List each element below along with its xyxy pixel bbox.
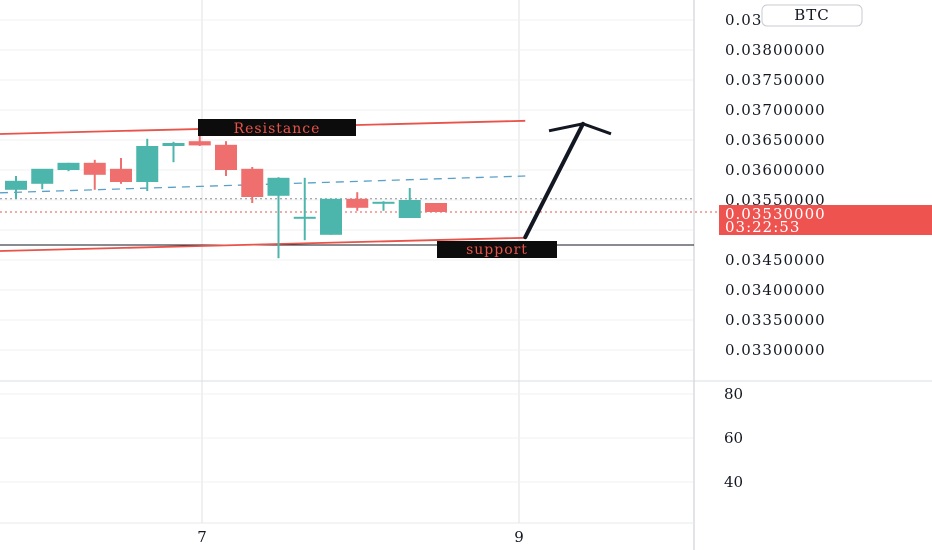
price-tick-label: 0.03700000 bbox=[725, 101, 826, 119]
candle bbox=[215, 141, 237, 176]
time-tick-label: 9 bbox=[514, 528, 524, 546]
resistance-label-text: Resistance bbox=[234, 121, 321, 137]
price-tick-label: 0.03350000 bbox=[725, 311, 826, 329]
candle bbox=[241, 167, 264, 203]
candle-body bbox=[31, 168, 54, 184]
support-trendline[interactable] bbox=[0, 236, 526, 252]
price-tick-label: 0.03300000 bbox=[725, 341, 826, 359]
candle-body bbox=[267, 177, 290, 196]
price-tick-label: 0.03450000 bbox=[725, 251, 826, 269]
time-grid bbox=[201, 0, 520, 523]
candle-body bbox=[162, 143, 185, 146]
oscillator-tick-label: 80 bbox=[724, 385, 743, 403]
candle bbox=[57, 162, 80, 172]
time-tick-label: 7 bbox=[197, 528, 207, 546]
candle-body bbox=[320, 198, 342, 235]
oscillator-tick-label: 40 bbox=[724, 473, 743, 491]
candle-body bbox=[57, 162, 80, 170]
candle-body bbox=[346, 198, 369, 208]
resistance-label[interactable]: Resistance bbox=[198, 119, 356, 137]
candles bbox=[5, 131, 447, 259]
candle bbox=[31, 168, 54, 190]
symbol-badge-text: BTC bbox=[794, 6, 830, 24]
price-tick-label: 0.03650000 bbox=[725, 131, 826, 149]
candle-body bbox=[110, 168, 132, 182]
price-grid bbox=[0, 19, 694, 351]
candle bbox=[346, 192, 369, 211]
candle bbox=[267, 177, 290, 259]
candle bbox=[136, 138, 159, 191]
candle bbox=[110, 158, 132, 184]
up-arrow-drawing[interactable] bbox=[523, 121, 612, 240]
candle-body bbox=[241, 168, 264, 197]
candle-body bbox=[5, 180, 27, 190]
candle bbox=[83, 159, 106, 190]
price-axis[interactable]: 0.038500000.038000000.037500000.03700000… bbox=[725, 11, 826, 359]
candle-body bbox=[136, 146, 159, 182]
candle bbox=[293, 177, 316, 241]
candle-body bbox=[372, 201, 395, 204]
candle-body bbox=[83, 162, 106, 175]
candle-countdown: 03:22:53 bbox=[725, 218, 800, 236]
candle bbox=[425, 203, 447, 212]
candle bbox=[162, 141, 185, 163]
candle bbox=[372, 201, 395, 211]
oscillator-tick-label: 60 bbox=[724, 429, 743, 447]
oscillator-axis[interactable]: 80 60 40 bbox=[724, 385, 743, 491]
candle-body bbox=[425, 203, 447, 212]
candle-body bbox=[398, 200, 421, 218]
mid-trendline[interactable] bbox=[0, 175, 526, 194]
support-label-text: support bbox=[466, 242, 528, 258]
candle bbox=[320, 198, 342, 235]
candle bbox=[5, 176, 27, 199]
last-price-value: 0.03530000 bbox=[725, 205, 826, 223]
support-label[interactable]: support bbox=[437, 241, 557, 258]
arrow-head bbox=[548, 122, 612, 136]
symbol-badge[interactable]: BTC bbox=[761, 4, 863, 27]
candle-body bbox=[188, 141, 211, 146]
price-tick-label: 0.03750000 bbox=[725, 71, 826, 89]
price-tick-label: 0.03550000 bbox=[725, 191, 826, 209]
candle-body bbox=[293, 216, 316, 219]
oscillator-grid bbox=[0, 393, 694, 483]
price-tick-label: 0.03800000 bbox=[725, 41, 826, 59]
arrow-shaft bbox=[523, 121, 585, 240]
last-price-badge: 0.03530000 03:22:53 bbox=[719, 205, 932, 236]
price-tick-label: 0.03400000 bbox=[725, 281, 826, 299]
price-tick-label: 0.03600000 bbox=[725, 161, 826, 179]
candle bbox=[398, 188, 421, 218]
candle-body bbox=[215, 144, 237, 170]
